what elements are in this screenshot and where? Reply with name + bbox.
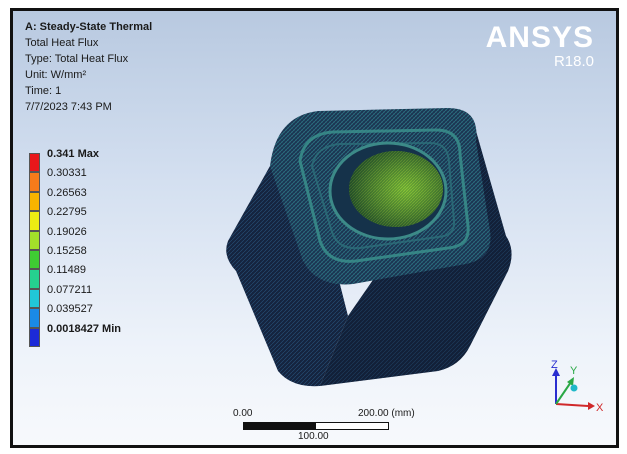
legend-label: 0.0018427 Min xyxy=(47,322,121,335)
legend-swatch xyxy=(29,308,40,328)
legend-label: 0.26563 xyxy=(47,186,87,199)
legend-swatch xyxy=(29,327,40,347)
legend-swatch xyxy=(29,249,40,270)
legend-label: 0.22795 xyxy=(47,206,87,219)
legend-swatch xyxy=(29,269,40,289)
result-time: Time: 1 xyxy=(25,85,62,97)
ansys-logo: ANSYS R18.0 xyxy=(486,23,594,71)
analysis-title: A: Steady-State Thermal xyxy=(25,21,153,33)
scale-left-label: 0.00 xyxy=(233,408,253,419)
result-name: Total Heat Flux xyxy=(25,37,99,49)
legend-swatch xyxy=(29,211,40,231)
scale-mid-label: 100.00 xyxy=(298,431,329,442)
axis-triad[interactable]: X Z Y xyxy=(533,356,603,426)
result-type: Type: Total Heat Flux xyxy=(25,53,129,65)
legend-swatch xyxy=(29,191,40,212)
result-unit: Unit: W/mm² xyxy=(25,69,87,81)
legend-swatch xyxy=(29,288,40,309)
legend-color-bar xyxy=(29,153,40,347)
heat-flux-model[interactable] xyxy=(208,96,528,396)
result-info-panel: A: Steady-State Thermal Total Heat Flux … xyxy=(25,19,152,115)
scale-ruler xyxy=(243,422,389,430)
scale-right-label: 200.00 (mm) xyxy=(358,408,415,419)
legend-label: 0.039527 xyxy=(47,303,93,316)
legend-label: 0.19026 xyxy=(47,225,87,238)
legend-label: 0.15258 xyxy=(47,244,87,257)
graphics-viewport[interactable]: A: Steady-State Thermal Total Heat Flux … xyxy=(10,8,619,448)
brand-version: R18.0 xyxy=(553,53,594,70)
axis-z-label: Z xyxy=(551,359,558,371)
legend-label: 0.341 Max xyxy=(47,148,99,160)
scale-bar: 0.00 200.00 (mm) 100.00 xyxy=(228,408,415,444)
axis-y-label: Y xyxy=(570,365,578,377)
legend-swatch xyxy=(29,153,40,173)
result-date: 7/7/2023 7:43 PM xyxy=(25,101,112,113)
legend-labels: 0.341 Max 0.30331 0.26563 0.22795 0.19026 0.1… xyxy=(47,147,157,341)
legend-label: 0.077211 xyxy=(47,283,93,296)
brand-name: ANSYS xyxy=(485,21,594,54)
legend-label: 0.11489 xyxy=(47,264,86,277)
legend-swatch xyxy=(29,230,40,250)
legend-label: 0.30331 xyxy=(47,167,87,180)
axis-x-label: X xyxy=(596,402,603,414)
legend-swatch xyxy=(29,172,40,192)
